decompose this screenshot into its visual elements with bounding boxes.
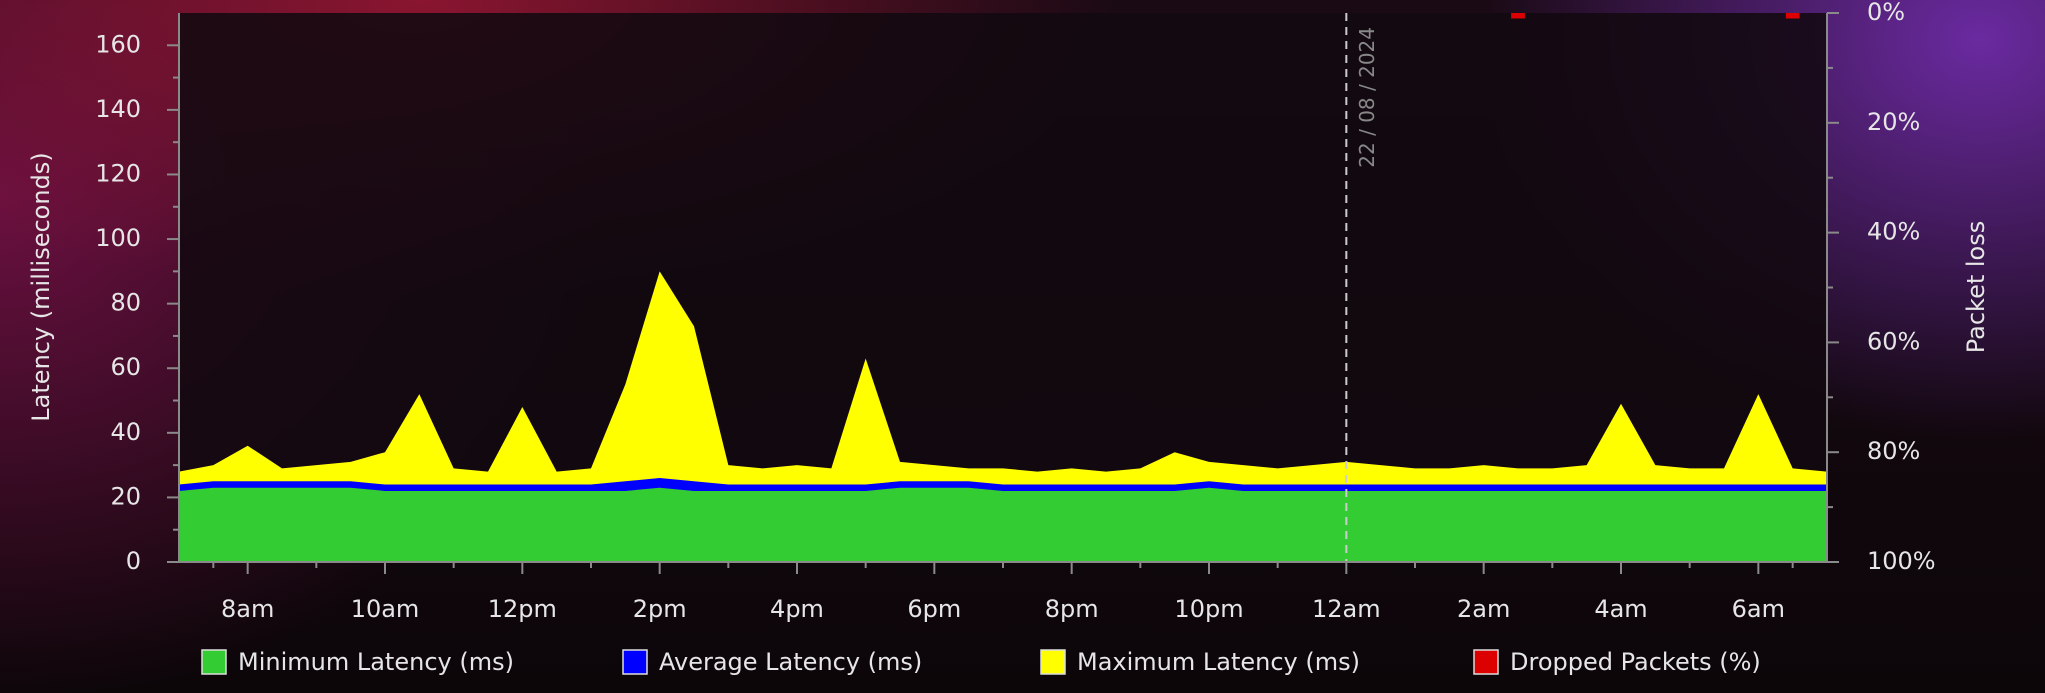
latency-area — [179, 487, 1827, 562]
x-tick-label: 12pm — [488, 595, 557, 623]
y-tick-label: 120 — [95, 159, 141, 187]
legend-swatch — [1473, 649, 1499, 675]
legend-label: Dropped Packets (%) — [1510, 648, 1761, 676]
dropped-packets-bar — [1785, 13, 1800, 19]
y2-tick-label: 20% — [1867, 108, 1920, 136]
x-tick-label: 8am — [221, 595, 274, 623]
dropped-packets-bar — [1511, 13, 1525, 19]
x-tick-label: 12am — [1312, 595, 1381, 623]
x-tick-label: 2pm — [633, 595, 687, 623]
y-tick-label: 100 — [95, 224, 141, 252]
y-axis-title: Latency (milliseconds) — [27, 152, 55, 421]
x-tick-label: 2am — [1457, 595, 1510, 623]
x-tick-label: 6pm — [907, 595, 961, 623]
legend-label: Average Latency (ms) — [659, 648, 922, 676]
y-tick-label: 0 — [126, 547, 141, 575]
x-tick-label: 4am — [1594, 595, 1647, 623]
x-tick-label: 10am — [351, 595, 420, 623]
y2-tick-label: 60% — [1867, 327, 1920, 355]
legend-label: Maximum Latency (ms) — [1077, 648, 1360, 676]
y2-tick-label: 80% — [1867, 437, 1920, 465]
legend-swatch — [622, 649, 648, 675]
y-tick-label: 160 — [95, 30, 141, 58]
y-tick-label: 80 — [110, 289, 141, 317]
x-tick-label: 10pm — [1174, 595, 1243, 623]
legend-swatch — [201, 649, 227, 675]
y-tick-label: 40 — [110, 418, 141, 446]
y-tick-label: 20 — [110, 482, 141, 510]
y2-tick-label: 40% — [1867, 218, 1920, 246]
y-tick-label: 60 — [110, 353, 141, 381]
y-tick-label: 140 — [95, 95, 141, 123]
x-tick-label: 4pm — [770, 595, 824, 623]
y2-axis-title: Packet loss — [1962, 221, 1990, 354]
y2-tick-label: 0% — [1867, 0, 1905, 26]
legend-label: Minimum Latency (ms) — [238, 648, 514, 676]
x-tick-label: 8pm — [1045, 595, 1099, 623]
date-marker-label: 22 / 08 / 2024 — [1355, 27, 1379, 168]
legend-swatch — [1040, 649, 1066, 675]
y2-tick-label: 100% — [1867, 547, 1936, 575]
x-tick-label: 6am — [1732, 595, 1785, 623]
